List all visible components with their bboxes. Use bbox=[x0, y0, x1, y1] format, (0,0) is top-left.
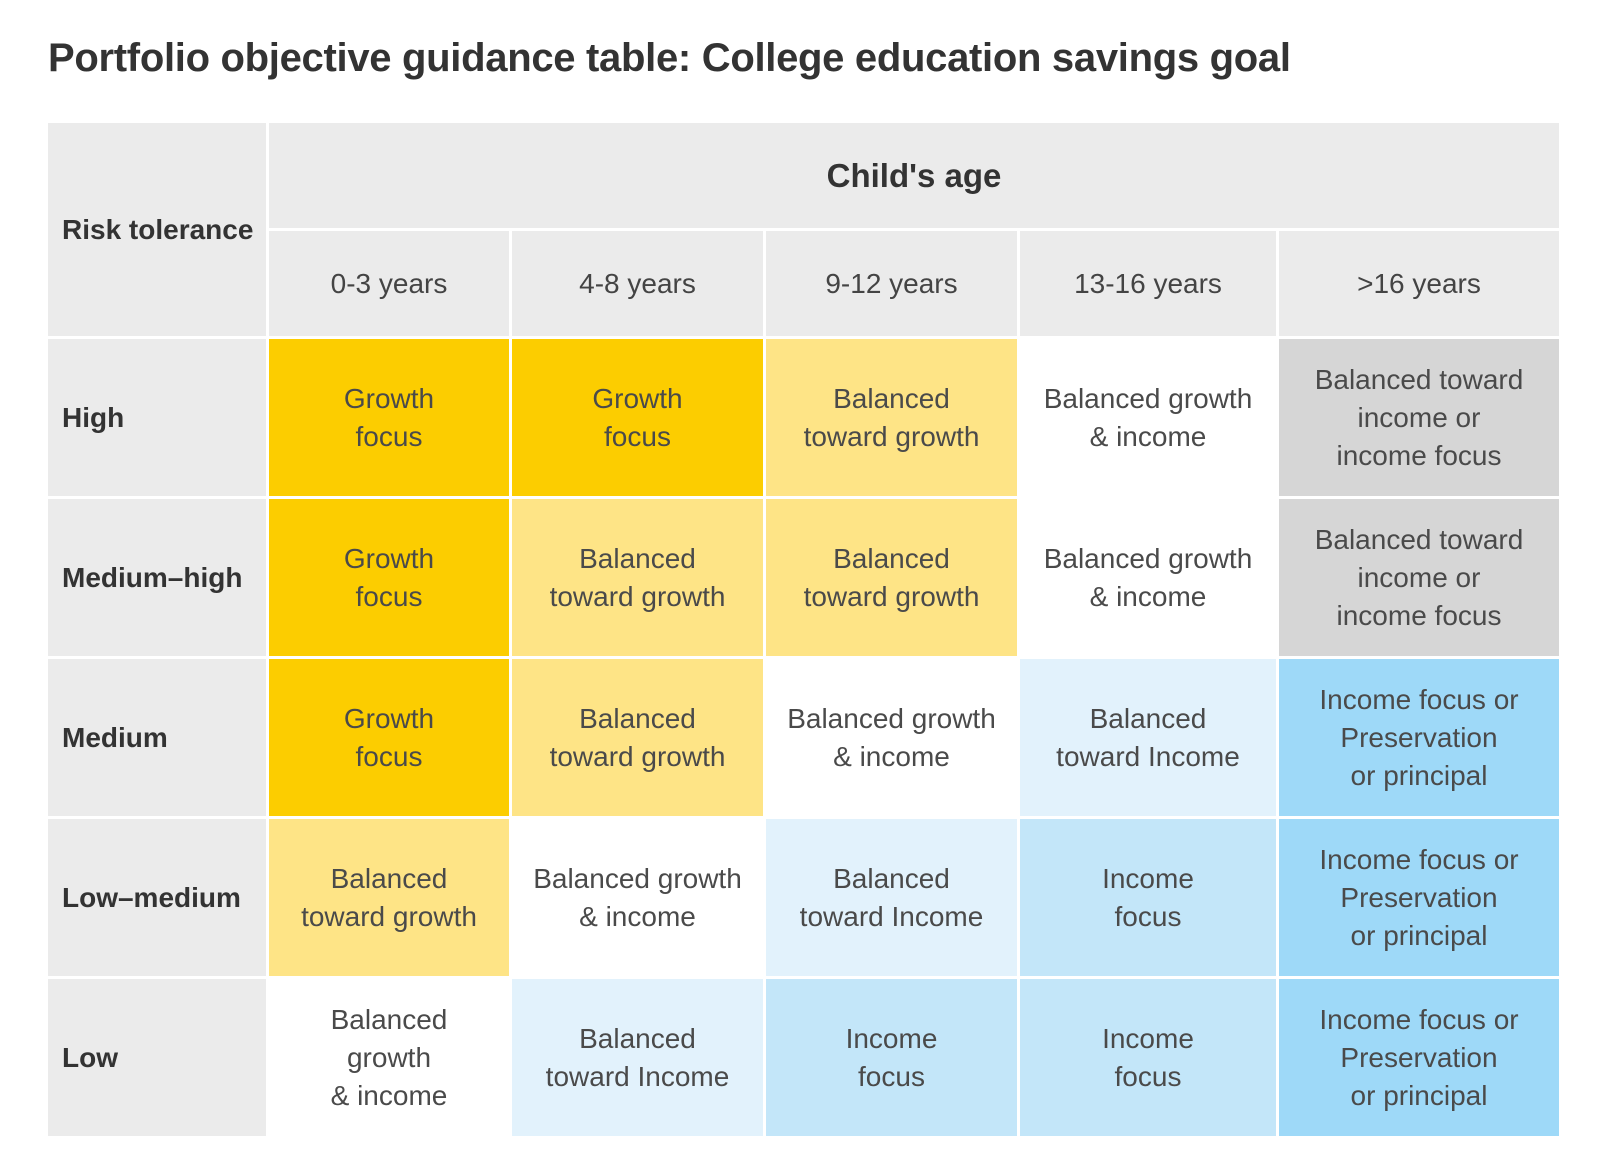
guidance-cell: Balanced toward income or income focus bbox=[1279, 339, 1559, 496]
guidance-cell: Income focus or Preservation or principa… bbox=[1279, 979, 1559, 1136]
guidance-cell: Income focus or Preservation or principa… bbox=[1279, 819, 1559, 976]
age-column-header: 13-16 years bbox=[1020, 231, 1276, 336]
guidance-cell: Growth focus bbox=[269, 499, 509, 656]
risk-row-label: Medium bbox=[48, 659, 266, 816]
risk-tolerance-header: Risk tolerance bbox=[48, 123, 266, 336]
guidance-table: Risk tolerance Child's age 0-3 years 4-8 … bbox=[48, 123, 1559, 1136]
guidance-cell: Balanced toward income or income focus bbox=[1279, 499, 1559, 656]
guidance-cell: Balanced toward growth bbox=[766, 339, 1017, 496]
risk-row-label: Low bbox=[48, 979, 266, 1136]
risk-row-label: Low–medium bbox=[48, 819, 266, 976]
guidance-cell: Balanced toward Income bbox=[1020, 659, 1276, 816]
age-column-header: 4-8 years bbox=[512, 231, 763, 336]
guidance-cell: Growth focus bbox=[269, 339, 509, 496]
guidance-cell: Balanced growth & income bbox=[269, 979, 509, 1136]
guidance-cell: Growth focus bbox=[512, 339, 763, 496]
guidance-cell: Income focus bbox=[766, 979, 1017, 1136]
guidance-cell: Income focus bbox=[1020, 819, 1276, 976]
page-title: Portfolio objective guidance table: Coll… bbox=[48, 36, 1291, 80]
age-column-header: >16 years bbox=[1279, 231, 1559, 336]
guidance-cell: Income focus or Preservation or principa… bbox=[1279, 659, 1559, 816]
guidance-cell: Balanced toward growth bbox=[269, 819, 509, 976]
guidance-cell: Growth focus bbox=[269, 659, 509, 816]
guidance-cell: Balanced toward Income bbox=[766, 819, 1017, 976]
guidance-cell: Balanced growth & income bbox=[512, 819, 763, 976]
age-column-header: 9-12 years bbox=[766, 231, 1017, 336]
guidance-cell: Balanced growth & income bbox=[1020, 499, 1276, 656]
guidance-cell: Balanced toward growth bbox=[766, 499, 1017, 656]
guidance-cell: Balanced toward growth bbox=[512, 499, 763, 656]
guidance-cell: Balanced toward Income bbox=[512, 979, 763, 1136]
guidance-cell: Balanced growth & income bbox=[1020, 339, 1276, 496]
childs-age-header: Child's age bbox=[269, 123, 1559, 228]
guidance-cell: Balanced toward growth bbox=[512, 659, 763, 816]
risk-row-label: Medium–high bbox=[48, 499, 266, 656]
guidance-cell: Income focus bbox=[1020, 979, 1276, 1136]
guidance-cell: Balanced growth & income bbox=[766, 659, 1017, 816]
risk-row-label: High bbox=[48, 339, 266, 496]
age-column-header: 0-3 years bbox=[269, 231, 509, 336]
